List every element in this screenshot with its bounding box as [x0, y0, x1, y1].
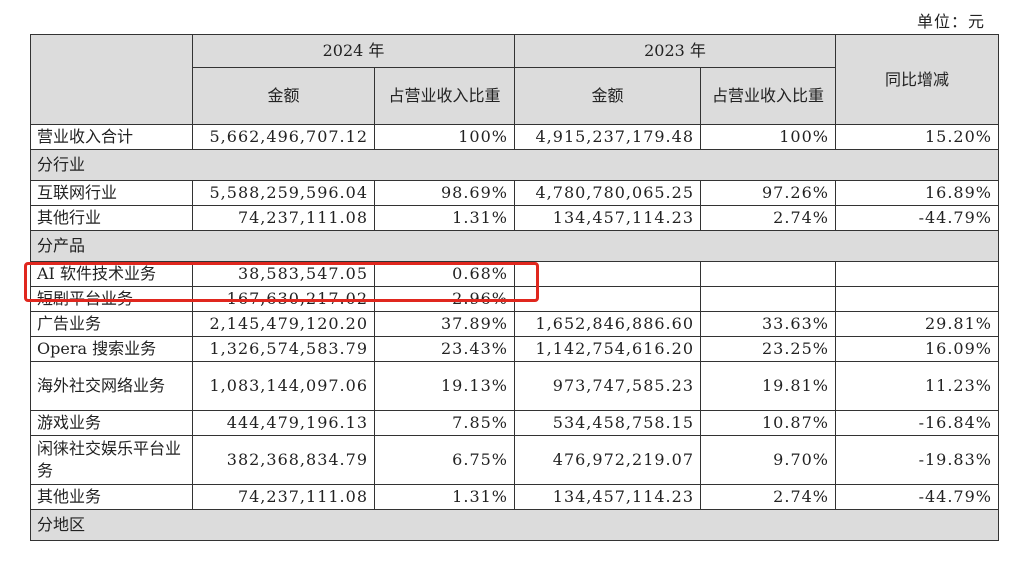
yoy-cell — [835, 261, 999, 287]
ratio-2023-cell: 2.74% — [700, 205, 836, 231]
ratio-2024-cell: 1.31% — [374, 484, 515, 510]
section-row: 分行业 — [30, 149, 999, 181]
table-row: 游戏业务 444,479,196.13 7.85% 534,458,758.15 10.… — [30, 410, 999, 436]
header-amount-2023: 金额 — [514, 67, 701, 125]
header-amount-2024: 金额 — [192, 67, 375, 125]
table-row: Opera 搜索业务 1,326,574,583.79 23.43% 1,142,75… — [30, 336, 999, 362]
ratio-2024-cell: 7.85% — [374, 410, 515, 436]
table-body: 营业收入合计 5,662,496,707.12 100% 4,915,237,179.… — [30, 124, 999, 541]
ratio-2024-cell: 37.89% — [374, 311, 515, 337]
yoy-cell: -19.83% — [835, 435, 999, 485]
amount-2023-cell: 476,972,219.07 — [514, 435, 701, 485]
header-year-2023: 2023 年 — [514, 34, 836, 68]
ratio-2024-cell: 23.43% — [374, 336, 515, 362]
header-year-2024: 2024 年 — [192, 34, 515, 68]
amount-2024-cell: 2,145,479,120.20 — [192, 311, 375, 337]
ratio-2023-cell: 100% — [700, 124, 836, 150]
amount-2023-cell: 534,458,758.15 — [514, 410, 701, 436]
yoy-cell: 29.81% — [835, 311, 999, 337]
table-row: 闲徕社交娱乐平台业务 382,368,834.79 6.75% 476,972,219… — [30, 435, 999, 485]
amount-2024-cell: 5,588,259,596.04 — [192, 180, 375, 206]
yoy-cell — [835, 286, 999, 312]
section-label: 分地区 — [30, 509, 999, 541]
row-label: 其他业务 — [30, 484, 193, 510]
ratio-2023-cell: 19.81% — [700, 361, 836, 411]
unit-label: 单位：元 — [916, 12, 985, 31]
revenue-table: 2024 年 2023 年 同比增减 金额 占营业收入比重 金额 占营业收入比重… — [30, 34, 999, 541]
row-label: 营业收入合计 — [30, 124, 193, 150]
ratio-2023-cell: 9.70% — [700, 435, 836, 485]
table-row: 营业收入合计 5,662,496,707.12 100% 4,915,237,179.… — [30, 124, 999, 150]
ratio-2023-cell: 33.63% — [700, 311, 836, 337]
yoy-cell: -44.79% — [835, 205, 999, 231]
section-row: 分产品 — [30, 230, 999, 262]
row-label: AI 软件技术业务 — [30, 261, 193, 287]
table-row: 其他业务 74,237,111.08 1.31% 134,457,114.23 2.74… — [30, 484, 999, 510]
amount-2023-cell — [514, 286, 701, 312]
yoy-cell: 11.23% — [835, 361, 999, 411]
row-label: 闲徕社交娱乐平台业务 — [30, 435, 193, 485]
amount-2024-cell: 382,368,834.79 — [192, 435, 375, 485]
amount-2023-cell: 1,652,846,886.60 — [514, 311, 701, 337]
yoy-cell: 15.20% — [835, 124, 999, 150]
amount-2024-cell: 1,326,574,583.79 — [192, 336, 375, 362]
header-yoy: 同比增减 — [835, 34, 999, 125]
ratio-2024-cell: 0.68% — [374, 261, 515, 287]
ratio-2023-cell: 10.87% — [700, 410, 836, 436]
row-label: 游戏业务 — [30, 410, 193, 436]
amount-2024-cell: 444,479,196.13 — [192, 410, 375, 436]
table-row: 互联网行业 5,588,259,596.04 98.69% 4,780,780,065… — [30, 180, 999, 206]
amount-2023-cell: 973,747,585.23 — [514, 361, 701, 411]
yoy-cell: -44.79% — [835, 484, 999, 510]
section-row: 分地区 — [30, 509, 999, 541]
yoy-cell: -16.84% — [835, 410, 999, 436]
table-row: AI 软件技术业务 38,583,547.05 0.68% — [30, 261, 999, 287]
amount-2023-cell: 4,915,237,179.48 — [514, 124, 701, 150]
table-row: 其他行业 74,237,111.08 1.31% 134,457,114.23 2.74… — [30, 205, 999, 231]
amount-2024-cell: 74,237,111.08 — [192, 484, 375, 510]
ratio-2023-cell: 2.74% — [700, 484, 836, 510]
amount-2023-cell: 134,457,114.23 — [514, 484, 701, 510]
row-label: 海外社交网络业务 — [30, 361, 193, 411]
row-label: Opera 搜索业务 — [30, 336, 193, 362]
ratio-2024-cell: 98.69% — [374, 180, 515, 206]
ratio-2023-cell — [700, 261, 836, 287]
table-row: 广告业务 2,145,479,120.20 37.89% 1,652,846,886.… — [30, 311, 999, 337]
header-ratio-2023: 占营业收入比重 — [700, 67, 836, 125]
amount-2023-cell — [514, 261, 701, 287]
ratio-2023-cell: 97.26% — [700, 180, 836, 206]
row-label: 其他行业 — [30, 205, 193, 231]
amount-2024-cell: 74,237,111.08 — [192, 205, 375, 231]
amount-2023-cell: 134,457,114.23 — [514, 205, 701, 231]
ratio-2024-cell: 1.31% — [374, 205, 515, 231]
section-label: 分产品 — [30, 230, 999, 262]
ratio-2024-cell: 6.75% — [374, 435, 515, 485]
header-ratio-2024: 占营业收入比重 — [374, 67, 515, 125]
table-row: 海外社交网络业务 1,083,144,097.06 19.13% 973,747,58… — [30, 361, 999, 411]
yoy-cell: 16.09% — [835, 336, 999, 362]
yoy-cell: 16.89% — [835, 180, 999, 206]
header-corner — [30, 34, 193, 125]
amount-2024-cell: 5,662,496,707.12 — [192, 124, 375, 150]
ratio-2024-cell: 100% — [374, 124, 515, 150]
amount-2024-cell: 1,083,144,097.06 — [192, 361, 375, 411]
amount-2023-cell: 1,142,754,616.20 — [514, 336, 701, 362]
highlight-box — [24, 262, 539, 302]
ratio-2024-cell: 19.13% — [374, 361, 515, 411]
section-label: 分行业 — [30, 149, 999, 181]
amount-2023-cell: 4,780,780,065.25 — [514, 180, 701, 206]
ratio-2023-cell: 23.25% — [700, 336, 836, 362]
row-label: 广告业务 — [30, 311, 193, 337]
row-label: 互联网行业 — [30, 180, 193, 206]
ratio-2023-cell — [700, 286, 836, 312]
